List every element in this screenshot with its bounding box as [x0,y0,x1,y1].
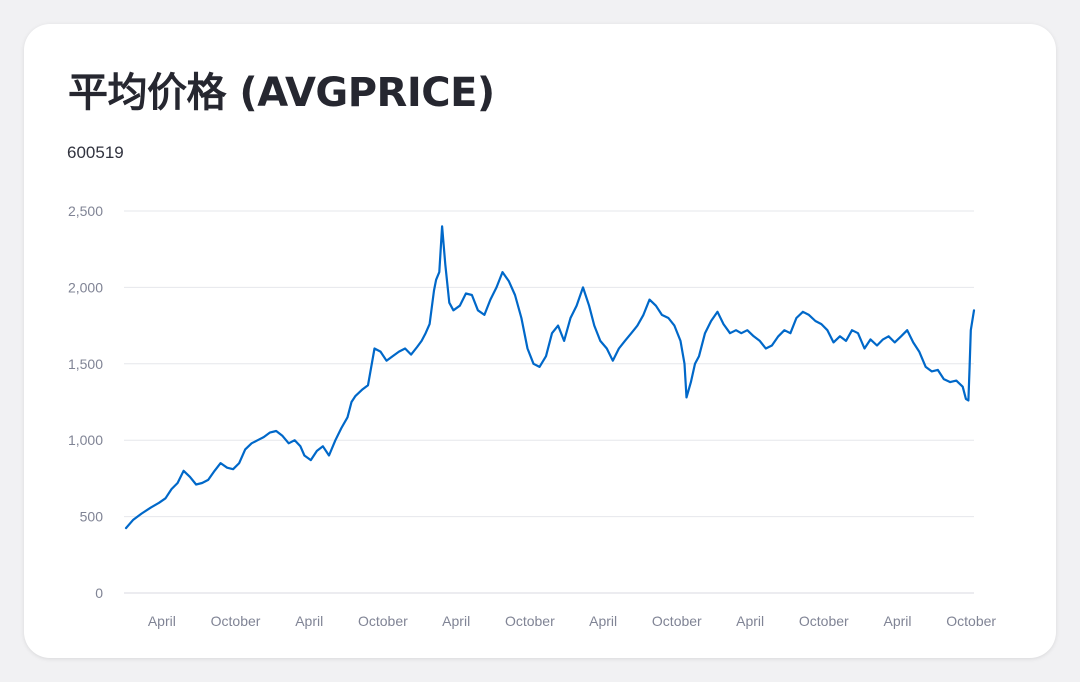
x-tick-label: April [589,613,617,629]
chart-title: 平均价格 (AVGPRICE) [68,70,495,116]
x-tick-label: April [736,613,764,629]
line-chart: 0 500 1,000 1,500 2,000 2,500 April October Apri… [68,203,996,629]
x-tick-label: October [946,613,996,629]
x-tick-label: October [505,613,555,629]
x-tick-label: October [211,613,261,629]
y-tick-label: 1,500 [68,356,103,372]
x-tick-label: April [295,613,323,629]
chart-card: 平均价格 (AVGPRICE) 600519 0 500 1,000 1,500 2,0… [24,24,1056,658]
y-tick-label: 2,000 [68,279,103,295]
y-tick-label: 500 [80,509,104,525]
x-tick-label: October [799,613,849,629]
x-tick-label: October [358,613,408,629]
x-tick-label: April [883,613,911,629]
x-tick-label: April [442,613,470,629]
y-tick-label: 0 [95,585,103,601]
series-line [124,225,976,530]
x-tick-label: October [652,613,702,629]
y-tick-label: 2,500 [68,203,103,219]
y-tick-label: 1,000 [68,432,103,448]
x-tick-label: April [148,613,176,629]
series-caption: 600519 [67,143,124,162]
